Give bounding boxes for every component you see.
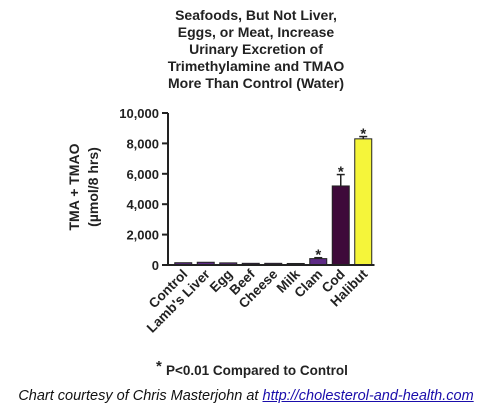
bar-chart: Seafoods, But Not Liver,Eggs, or Meat, I… — [66, 7, 375, 378]
credit-link[interactable]: http://cholesterol-and-health.com — [262, 388, 474, 404]
chart-title-line: Trimethylamine and TMAO — [168, 58, 345, 74]
significance-marker: * — [338, 164, 344, 181]
y-axis-title-line: TMA + TMAO — [66, 143, 82, 230]
y-tick-label: 4,000 — [126, 197, 159, 212]
y-axis: 0 2,000 4,000 6,000 8,000 10,000 — [119, 106, 169, 273]
y-tick-label: 6,000 — [126, 167, 159, 182]
chart-title: Seafoods, But Not Liver,Eggs, or Meat, I… — [168, 7, 345, 91]
footnote: * P<0.01 Compared to Control — [156, 358, 348, 378]
footnote-marker: * — [156, 358, 162, 375]
y-tick-label: 0 — [152, 258, 159, 273]
y-tick-label: 10,000 — [119, 106, 159, 121]
significance-marker: * — [360, 126, 366, 143]
credit-text: Chart courtesy of Chris Masterjohn at — [18, 388, 263, 404]
y-axis-title: TMA + TMAO (µmol/8 hrs) — [66, 143, 101, 230]
chart-credit: Chart courtesy of Chris Masterjohn at ht… — [0, 388, 492, 404]
chart-title-line: Seafoods, But Not Liver, — [175, 7, 337, 23]
chart-title-line: Urinary Excretion of — [189, 41, 323, 57]
footnote-text: P<0.01 Compared to Control — [166, 363, 348, 378]
bar — [354, 138, 373, 266]
bar — [331, 185, 350, 266]
chart-title-line: Eggs, or Meat, Increase — [178, 24, 335, 40]
significance-marker: * — [315, 247, 321, 264]
y-tick-label: 2,000 — [126, 228, 159, 243]
chart-title-line: More Than Control (Water) — [168, 75, 344, 91]
bars: * * * — [174, 126, 373, 266]
y-axis-title-line: (µmol/8 hrs) — [85, 147, 101, 227]
y-tick-label: 8,000 — [126, 136, 159, 151]
